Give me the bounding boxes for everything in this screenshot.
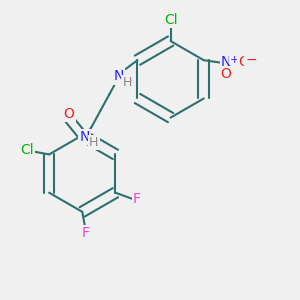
Text: F: F bbox=[133, 192, 141, 206]
Text: +: + bbox=[230, 55, 239, 64]
Text: −: − bbox=[245, 52, 257, 67]
Text: O: O bbox=[238, 55, 249, 69]
Text: O: O bbox=[64, 107, 74, 121]
Text: Cl: Cl bbox=[164, 13, 177, 27]
Text: H: H bbox=[122, 76, 132, 89]
Text: N: N bbox=[79, 130, 90, 144]
Text: N: N bbox=[113, 69, 124, 83]
Text: H: H bbox=[89, 136, 99, 149]
Text: O: O bbox=[220, 67, 231, 81]
Text: F: F bbox=[81, 226, 89, 240]
Text: Cl: Cl bbox=[20, 143, 34, 157]
Text: N: N bbox=[221, 55, 231, 69]
